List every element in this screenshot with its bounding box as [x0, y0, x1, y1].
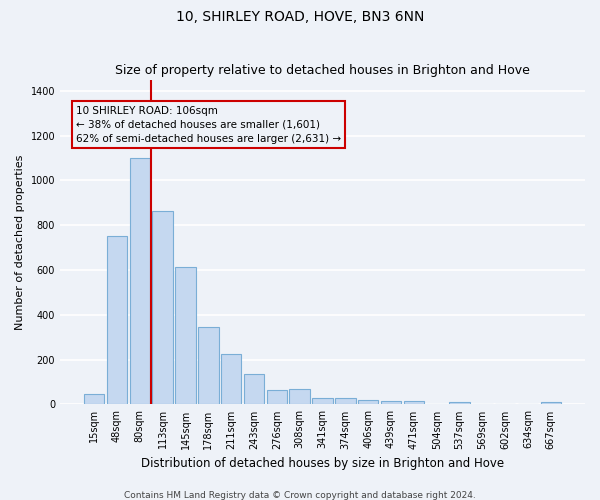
Text: 10, SHIRLEY ROAD, HOVE, BN3 6NN: 10, SHIRLEY ROAD, HOVE, BN3 6NN — [176, 10, 424, 24]
Bar — [541, 402, 561, 404]
Text: 10 SHIRLEY ROAD: 106sqm
← 38% of detached houses are smaller (1,601)
62% of semi: 10 SHIRLEY ROAD: 106sqm ← 38% of detache… — [76, 106, 341, 144]
Bar — [152, 210, 173, 404]
Bar — [107, 236, 127, 404]
Bar — [289, 388, 310, 404]
Bar — [335, 398, 356, 404]
Text: Contains HM Land Registry data © Crown copyright and database right 2024.: Contains HM Land Registry data © Crown c… — [124, 490, 476, 500]
Bar — [244, 374, 264, 404]
Bar — [198, 327, 218, 404]
Bar — [266, 390, 287, 404]
Bar — [404, 401, 424, 404]
X-axis label: Distribution of detached houses by size in Brighton and Hove: Distribution of detached houses by size … — [141, 457, 504, 470]
Bar — [312, 398, 333, 404]
Bar — [84, 394, 104, 404]
Bar — [221, 354, 241, 405]
Bar — [130, 158, 150, 404]
Title: Size of property relative to detached houses in Brighton and Hove: Size of property relative to detached ho… — [115, 64, 530, 77]
Y-axis label: Number of detached properties: Number of detached properties — [15, 154, 25, 330]
Bar — [381, 402, 401, 404]
Bar — [358, 400, 379, 404]
Bar — [175, 266, 196, 404]
Bar — [449, 402, 470, 404]
